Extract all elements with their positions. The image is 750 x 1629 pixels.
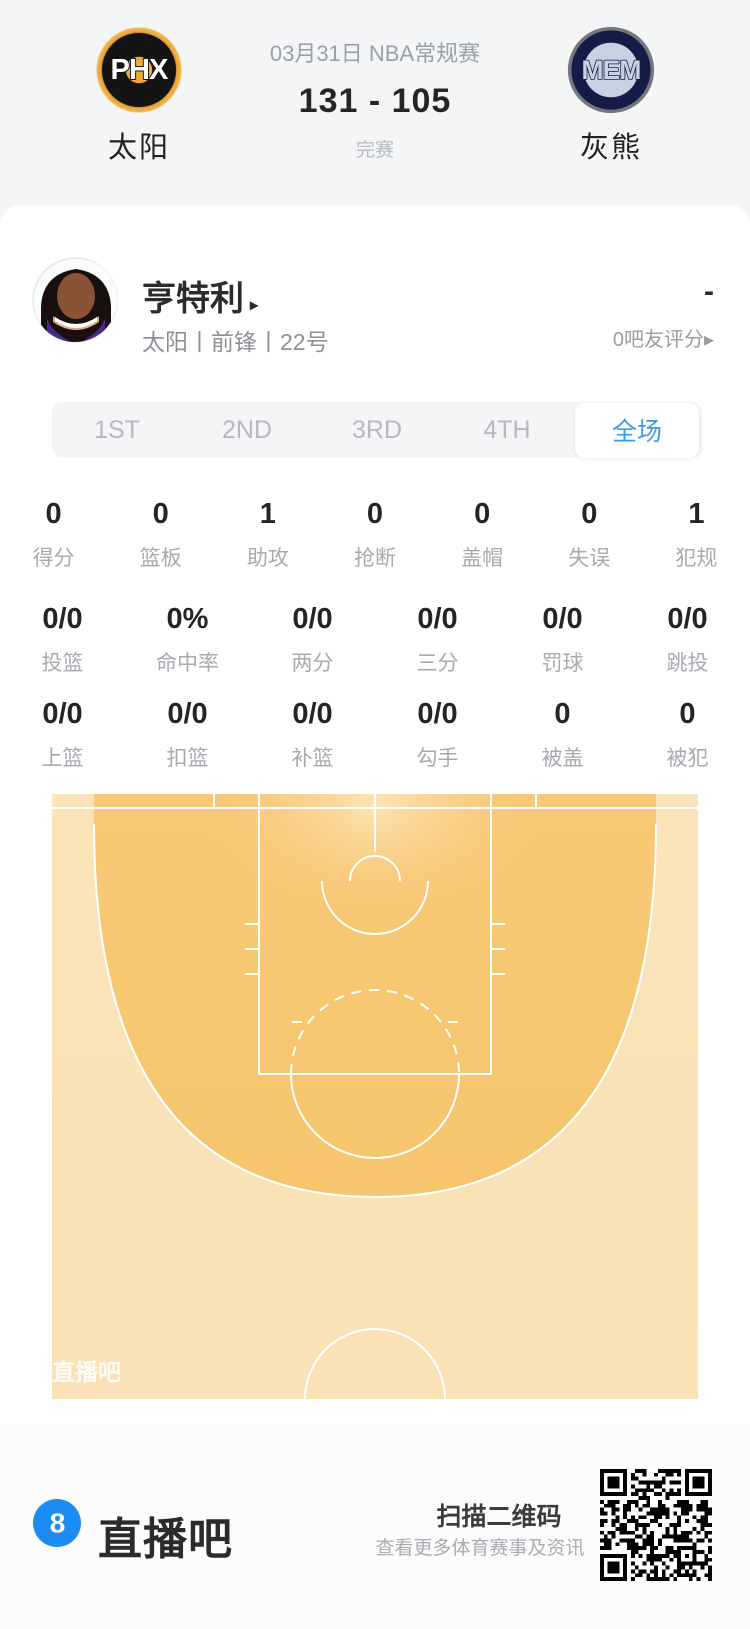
svg-text:直播吧: 直播吧 xyxy=(52,1359,121,1385)
svg-text:8: 8 xyxy=(50,1508,66,1539)
svg-text:PHX: PHX xyxy=(110,54,169,86)
svg-text:MEM: MEM xyxy=(582,55,641,85)
